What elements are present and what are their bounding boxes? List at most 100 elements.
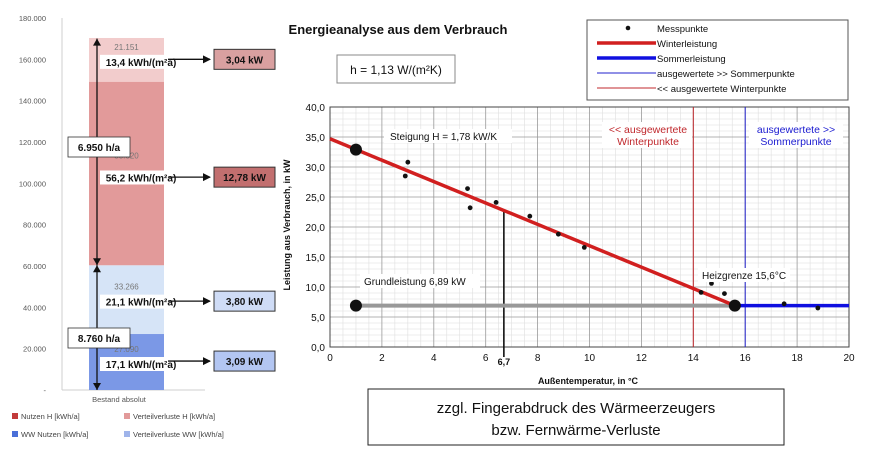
hour-label-box	[67, 327, 131, 349]
kwh-annotation: 13,4 kWh/(m²a)	[106, 58, 177, 69]
summer-text-bg	[749, 122, 843, 148]
bar-y-tick-label: -	[44, 386, 47, 395]
heizgrenze-bg	[698, 268, 790, 282]
measurement-point	[467, 205, 473, 211]
bar-value-label: 21.151	[114, 43, 139, 52]
arrow-head-up	[93, 265, 101, 273]
legend-entry: Verteilverluste WW [kWh/a]	[133, 430, 224, 439]
x-tick-label: 10	[584, 353, 596, 364]
power-value: 3,80 kW	[226, 297, 264, 308]
h-value-box	[336, 54, 456, 84]
kwh-box	[100, 357, 182, 372]
x-tick-label: 20	[843, 353, 855, 364]
footnote-line-2: bzw. Fernwärme-Verluste	[491, 422, 660, 439]
x-tick-label: 12	[636, 353, 648, 364]
x-tick-label: 18	[792, 353, 804, 364]
x-tick-label: 0	[327, 353, 333, 364]
x-tick-label: 6	[483, 353, 489, 364]
x-tick-label: 2	[379, 353, 385, 364]
legend-swatch	[12, 413, 18, 419]
kwh-box	[100, 170, 182, 185]
footnote-box	[367, 388, 785, 446]
power-arrow-head	[203, 173, 211, 182]
y-tick-label: 10,0	[306, 283, 326, 294]
y-tick-label: 20,0	[306, 223, 326, 234]
y-tick-label: 40,0	[306, 103, 326, 114]
bar-y-tick-label: 180.000	[19, 14, 46, 23]
legend-box	[586, 19, 849, 101]
measurement-point	[555, 231, 561, 237]
sommerpunkte-label-2: Sommerpunkte	[760, 136, 831, 148]
winterleistung-line	[329, 137, 736, 308]
measurement-point	[402, 173, 408, 179]
bar-y-tick-label: 100.000	[19, 179, 46, 188]
bar-annotations: 27.090 17,1 kWh/(m²a) 33.266 21,1 kWh/(m²a)…	[67, 38, 276, 390]
grundleistung-bg	[360, 274, 480, 288]
plot-frame	[329, 106, 850, 348]
power-box	[213, 48, 276, 70]
bar-y-tick-label: 80.000	[23, 221, 46, 230]
highlight-point	[349, 143, 362, 156]
marker-x-label: 6,7	[498, 357, 511, 367]
measurement-points	[349, 143, 821, 312]
legend-entry: Sommerleistung	[657, 54, 726, 65]
x-tick-label: 8	[535, 353, 541, 364]
bar-y-axis: - 20.000 40.000 60.000 80.000 100.000 120.000 1…	[19, 14, 205, 395]
steigung-label: Steigung H = 1,78 kW/K	[390, 132, 497, 143]
scatter-legend: Messpunkte Winterleistung Sommerleistung au…	[586, 19, 849, 101]
measurement-point	[709, 281, 714, 286]
chart-title: Energieanalyse aus dem Verbrauch	[289, 22, 508, 37]
measurement-point	[698, 290, 704, 295]
measurement-point	[405, 159, 411, 165]
x-tick-label: 4	[431, 353, 437, 364]
legend-marker	[625, 25, 631, 31]
footnote-line-1: zzgl. Fingerabdruck des Wärmeerzeugers	[437, 400, 715, 417]
power-value: 12,78 kW	[223, 173, 266, 184]
y-tick-label: 5,0	[311, 313, 325, 324]
y-tick-label: 35,0	[306, 133, 326, 144]
legend-swatch	[124, 413, 130, 419]
y-tick-label: 30,0	[306, 163, 326, 174]
scatter-annotations: Steigung H = 1,78 kW/K Grundleistung 6,89…	[360, 122, 843, 367]
highlight-point	[349, 299, 362, 312]
h-value-text: h = 1,13 W/(m²K)	[350, 63, 442, 77]
bar-value-label: 27.090	[114, 345, 139, 354]
legend-swatch	[124, 431, 130, 437]
kwh-box	[100, 54, 182, 69]
arrow-head-down	[93, 258, 101, 266]
power-arrow-head	[203, 55, 211, 64]
x-axis-label: Außentemperatur, in °C	[538, 376, 639, 386]
y-tick-label: 25,0	[306, 193, 326, 204]
bar-y-tick-label: 120.000	[19, 138, 46, 147]
legend-entry: Nutzen H [kWh/a]	[21, 412, 80, 421]
kwh-annotation: 17,1 kWh/(m²a)	[106, 360, 177, 371]
power-box	[213, 290, 276, 312]
power-arrow-head	[203, 297, 211, 306]
winterpunkte-label-1: << ausgewertete	[609, 124, 687, 136]
winterpunkte-label-2: Winterpunkte	[617, 136, 679, 148]
bar-y-tick-label: 60.000	[23, 262, 46, 271]
x-tick-label: 14	[688, 353, 700, 364]
arrow-head-up	[93, 38, 101, 46]
winter-text-bg	[602, 122, 692, 148]
power-box	[213, 166, 276, 188]
legend-entry: Winterleistung	[657, 39, 717, 50]
y-tick-label: 0,0	[311, 343, 325, 354]
bar-value-label: 33.266	[114, 283, 139, 292]
bar-y-tick-label: 160.000	[19, 55, 46, 64]
measurement-point	[465, 186, 470, 192]
bar-y-tick-label: 20.000	[23, 345, 46, 354]
heizgrenze-label: Heizgrenze 15,6°C	[702, 271, 786, 282]
legend-entry: << ausgewertete Winterpunkte	[657, 84, 786, 95]
power-value: 3,09 kW	[226, 357, 264, 368]
measurement-point	[493, 200, 499, 205]
kwh-box	[100, 294, 182, 309]
measurement-point	[581, 245, 587, 250]
kwh-annotation: 21,1 kWh/(m²a)	[106, 298, 177, 309]
bar-category-label: Bestand absolut	[92, 395, 147, 404]
arrow-head-down	[93, 383, 101, 390]
sommerpunkte-label-1: ausgewertete >>	[757, 124, 835, 136]
hour-label-box	[67, 136, 131, 158]
grundleistung-label: Grundleistung 6,89 kW	[364, 277, 466, 288]
